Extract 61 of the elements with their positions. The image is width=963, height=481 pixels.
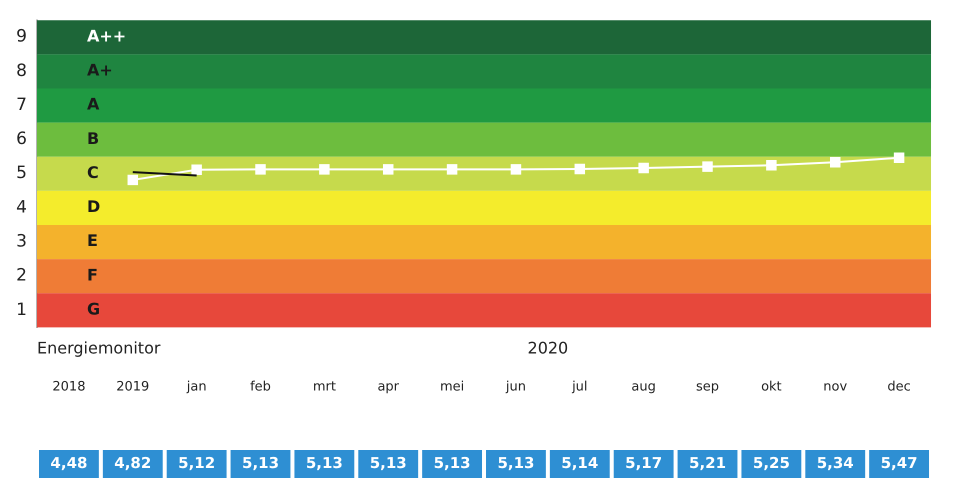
y-tick-label: 4 xyxy=(16,197,27,218)
x-tick-label: jul xyxy=(571,380,588,395)
data-label: 5,47 xyxy=(880,454,918,472)
point xyxy=(191,164,202,175)
band-label: E xyxy=(87,231,98,250)
band-label: A xyxy=(87,94,100,114)
band-label: D xyxy=(87,197,100,216)
x-tick-label: mei xyxy=(440,380,464,395)
band-label: G xyxy=(87,299,100,318)
y-tick-label: 5 xyxy=(16,163,27,184)
x-tick-label: nov xyxy=(823,380,848,395)
y-tick-label: 7 xyxy=(16,94,27,115)
band-label: A+ xyxy=(87,60,113,80)
text: 4,48 xyxy=(50,454,88,472)
point xyxy=(638,162,649,174)
point xyxy=(766,160,777,171)
x-tick-label: feb xyxy=(250,380,271,395)
band-label: F xyxy=(87,265,98,284)
data-label: 5,13 xyxy=(434,454,471,472)
y-tick-label: 9 xyxy=(16,26,27,47)
text: 2020 xyxy=(528,338,568,358)
text: Energiemonitor xyxy=(37,338,161,358)
data-label: 5,25 xyxy=(752,454,790,472)
band-label: B xyxy=(87,128,100,148)
y-tick-label: 6 xyxy=(16,129,27,150)
x-tick-label: mrt xyxy=(312,380,336,395)
y-tick-label: 3 xyxy=(16,231,27,252)
band-label: C xyxy=(87,162,99,182)
y-tick-label: 8 xyxy=(16,60,27,81)
band-label: A++ xyxy=(87,26,126,46)
point xyxy=(382,164,394,175)
data-label: 5,34 xyxy=(816,454,854,472)
point xyxy=(510,164,522,175)
data-label: 5,12 xyxy=(178,454,216,472)
data-label: 5,21 xyxy=(689,454,726,472)
x-tick-label: 2018 xyxy=(52,380,86,395)
data-label: 5,14 xyxy=(561,454,598,472)
point xyxy=(446,164,458,175)
data-label: 4,82 xyxy=(114,454,152,472)
data-label: 5,13 xyxy=(370,454,407,472)
point xyxy=(255,164,266,175)
x-tick-label: jun xyxy=(504,380,526,395)
data-label: 5,13 xyxy=(306,454,343,472)
point xyxy=(319,164,330,175)
x-tick-label: apr xyxy=(377,380,400,395)
x-tick-label: sep xyxy=(696,380,720,395)
data-label: 5,13 xyxy=(497,454,534,472)
point xyxy=(574,164,586,174)
point xyxy=(128,174,138,186)
x-tick-label: aug xyxy=(631,380,656,395)
x-tick-label: 2019 xyxy=(116,380,150,395)
x-tick-label: jan xyxy=(186,380,207,395)
point xyxy=(702,161,713,172)
point xyxy=(830,156,840,168)
y-tick-label: 1 xyxy=(16,300,27,320)
x-tick-label: okt xyxy=(761,380,782,395)
x-tick-label: dec xyxy=(887,380,911,395)
point xyxy=(894,152,904,163)
data-label: 5,17 xyxy=(625,454,662,472)
y-tick-label: 2 xyxy=(16,266,27,286)
data-label: 5,13 xyxy=(242,454,280,472)
